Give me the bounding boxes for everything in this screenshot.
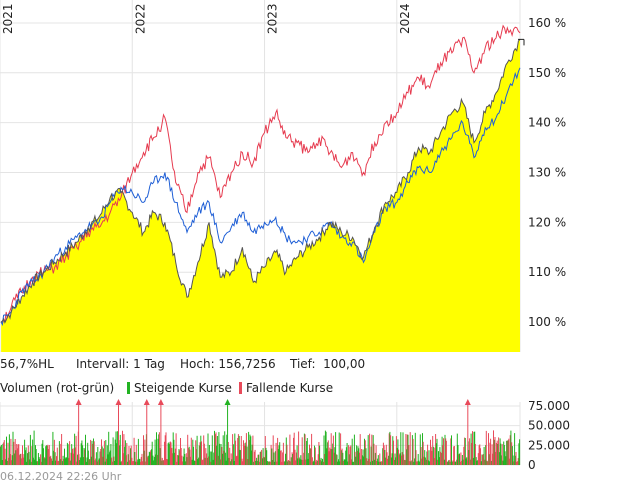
- price-area: [1, 39, 521, 353]
- volume-y-tick-label: 0: [528, 458, 536, 472]
- price-x-tick-label: 2024: [398, 3, 412, 34]
- price-y-axis: 100 % 110 % 120 % 130 % 140 % 150 % 160 %: [528, 16, 566, 329]
- price-x-tick-label: 2021: [1, 3, 15, 34]
- low-label: Tief: 100,00: [289, 357, 365, 371]
- volume-spike-arrow: [224, 399, 231, 405]
- price-y-tick-label: 100 %: [528, 315, 566, 329]
- volume-spike-arrow: [143, 399, 150, 405]
- main-series-area: [1, 39, 521, 353]
- comparison-series-line-2: [0, 24, 521, 325]
- price-y-tick-label: 150 %: [528, 66, 566, 80]
- volume-y-tick-label: 25.000: [528, 438, 570, 452]
- price-y-tick-label: 120 %: [528, 215, 566, 229]
- volume-bars: [0, 430, 521, 465]
- rising-swatch: [127, 382, 130, 394]
- volume-spike-arrow: [157, 399, 164, 405]
- price-x-axis: 2021 2022 2023 2024: [1, 3, 412, 34]
- falling-legend-label: Fallende Kurse: [246, 381, 333, 395]
- high-label: Hoch: 156,7256: [180, 357, 276, 371]
- current-price-marker: [518, 38, 525, 46]
- interval-label: Intervall: 1 Tag: [76, 357, 165, 371]
- price-y-tick-label: 110 %: [528, 265, 566, 279]
- volume-spike-markers: [75, 399, 471, 465]
- current-price-marker-line: [518, 38, 525, 46]
- price-chart: 100 % 110 % 120 % 130 % 140 % 150 % 160 % 2021…: [0, 0, 566, 353]
- rising-legend-label: Steigende Kurse: [134, 381, 232, 395]
- comparison-series-line-1: [0, 67, 521, 327]
- info-bar: 56,7%HL Intervall: 1 Tag Hoch: 156,7256 …: [0, 357, 365, 371]
- price-x-tick-label: 2022: [133, 3, 147, 34]
- main-series-line: [0, 39, 521, 324]
- volume-y-axis: 0 25.000 50.000 75.000: [528, 399, 570, 472]
- falling-swatch: [239, 382, 242, 394]
- hl-change: 56,7%HL: [0, 357, 54, 371]
- price-series-lines: [0, 24, 521, 327]
- volume-y-tick-label: 50.000: [528, 419, 570, 433]
- volume-chart: 0 25.000 50.000 75.000: [0, 399, 570, 472]
- volume-spike-arrow: [464, 399, 471, 405]
- price-y-tick-label: 130 %: [528, 166, 566, 180]
- volume-spike-arrow: [75, 399, 82, 405]
- volume-legend: Volumen (rot-grün) Steigende Kurse Falle…: [0, 381, 333, 395]
- volume-spike-arrow: [115, 399, 122, 405]
- price-x-tick-label: 2023: [266, 3, 280, 34]
- volume-y-tick-label: 75.000: [528, 399, 570, 413]
- footer-timestamp: 06.12.2024 22:26 Uhr: [0, 470, 122, 483]
- volume-title: Volumen (rot-grün): [0, 381, 114, 395]
- price-y-tick-label: 140 %: [528, 116, 566, 130]
- price-y-tick-label: 160 %: [528, 16, 566, 30]
